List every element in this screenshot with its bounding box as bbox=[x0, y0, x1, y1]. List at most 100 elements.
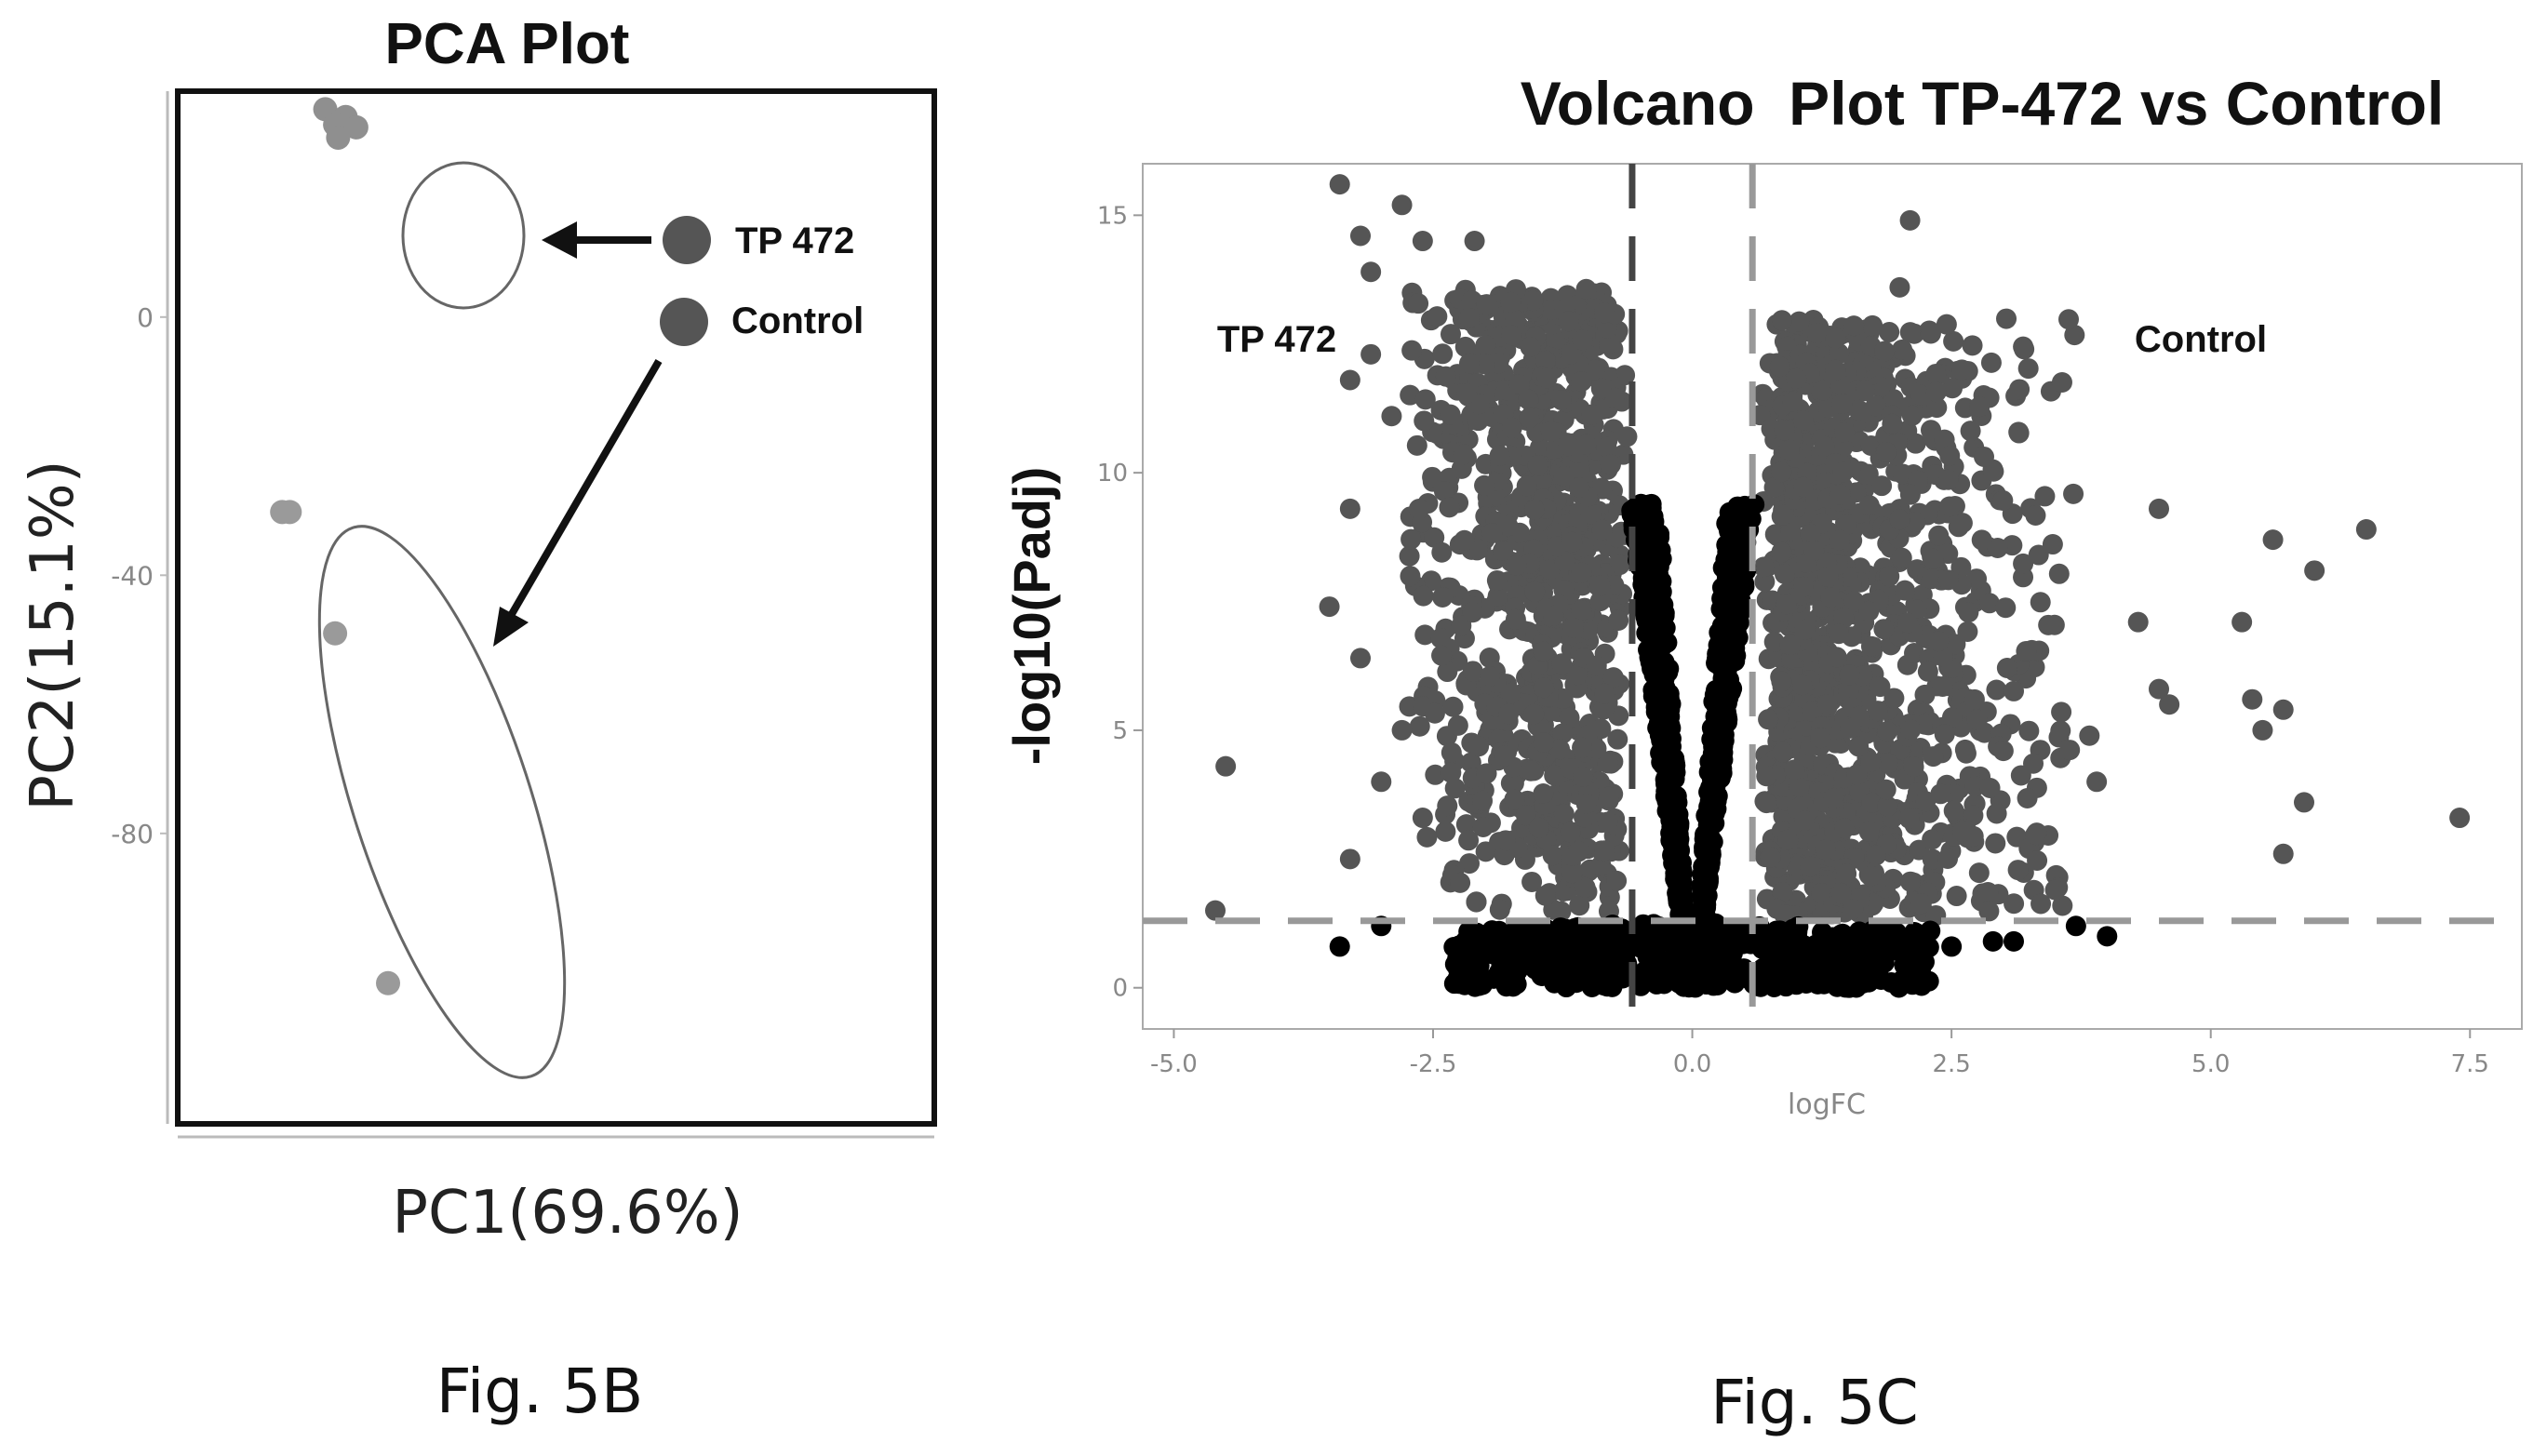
volcano-point-significant bbox=[1391, 194, 1413, 216]
volcano-point-significant bbox=[1828, 623, 1849, 645]
volcano-point-significant bbox=[1594, 302, 1615, 324]
volcano-point-significant bbox=[1542, 845, 1563, 866]
volcano-point-significant bbox=[1476, 294, 1497, 315]
volcano-point-significant bbox=[2304, 560, 2325, 581]
volcano-point-significant bbox=[1602, 667, 1624, 688]
volcano-point-significant bbox=[1833, 608, 1855, 629]
volcano-point-significant bbox=[1794, 619, 1816, 640]
volcano-point-nonsignificant bbox=[1918, 937, 1939, 958]
pca-point bbox=[323, 621, 348, 646]
volcano-frame bbox=[1142, 163, 2523, 1030]
volcano-point-significant bbox=[1408, 293, 1429, 314]
volcano-point-significant bbox=[1594, 840, 1615, 862]
legend-marker-control bbox=[660, 298, 708, 346]
volcano-y-axis-label: -log10(Padj) bbox=[1002, 467, 1061, 765]
volcano-point-significant bbox=[1753, 556, 1775, 578]
volcano-point-significant bbox=[1501, 325, 1522, 346]
volcano-point-significant bbox=[1521, 871, 1543, 892]
volcano-point-significant bbox=[2013, 553, 2034, 574]
volcano-point-significant bbox=[1815, 839, 1836, 861]
arrow-to-control bbox=[508, 358, 663, 617]
volcano-point-significant bbox=[1843, 315, 1865, 337]
volcano-point-significant bbox=[1591, 519, 1613, 541]
volcano-point-nonsignificant bbox=[1591, 930, 1613, 952]
volcano-point-significant bbox=[2016, 640, 2037, 661]
volcano-annotation-control: Control bbox=[2135, 319, 2267, 360]
volcano-point-significant bbox=[1839, 664, 1860, 686]
pca-y-axis-label: PC2(15.1%) bbox=[19, 460, 87, 810]
volcano-point-nonsignificant bbox=[1672, 933, 1694, 955]
volcano-point-significant bbox=[1447, 715, 1468, 736]
volcano-point-significant bbox=[1891, 547, 1912, 568]
volcano-point-significant bbox=[1778, 439, 1800, 461]
volcano-point-significant bbox=[1506, 554, 1527, 576]
volcano-point-significant bbox=[1413, 585, 1434, 607]
volcano-point-nonsignificant bbox=[1744, 494, 1765, 515]
volcano-point-significant bbox=[1553, 465, 1575, 487]
volcano-point-significant bbox=[1561, 862, 1583, 884]
volcano-point-significant bbox=[1992, 741, 2014, 762]
pca-point bbox=[343, 114, 369, 140]
volcano-point-significant bbox=[2159, 694, 2180, 715]
volcano-point-significant bbox=[2355, 519, 2377, 541]
volcano-point-significant bbox=[1966, 709, 1988, 730]
volcano-point-significant bbox=[1917, 661, 1938, 682]
volcano-point-significant bbox=[1519, 407, 1540, 429]
volcano-point-significant bbox=[1840, 717, 1861, 739]
volcano-point-significant bbox=[1581, 404, 1602, 425]
volcano-point-significant bbox=[1472, 816, 1494, 837]
volcano-point-significant bbox=[1950, 556, 1972, 578]
volcano-point-significant bbox=[1969, 396, 1990, 418]
volcano-point-nonsignificant bbox=[1632, 970, 1654, 992]
volcano-point-significant bbox=[1568, 841, 1589, 862]
volcano-point-significant bbox=[1454, 336, 1476, 357]
volcano-point-significant bbox=[1433, 481, 1454, 502]
volcano-point-significant bbox=[1481, 523, 1503, 544]
volcano-point-significant bbox=[1899, 484, 1921, 505]
volcano-point-significant bbox=[1569, 895, 1590, 916]
volcano-point-nonsignificant bbox=[2097, 926, 2118, 947]
volcano-point-significant bbox=[1825, 359, 1846, 381]
volcano-y-tick-label: 10 bbox=[1097, 460, 1128, 488]
volcano-point-significant bbox=[1528, 817, 1549, 838]
volcano-point-significant bbox=[1920, 323, 1941, 344]
volcano-point-significant bbox=[1561, 343, 1582, 365]
volcano-point-significant bbox=[2063, 483, 2084, 504]
volcano-point-nonsignificant bbox=[1665, 808, 1686, 829]
volcano-point-significant bbox=[2058, 309, 2080, 330]
volcano-point-significant bbox=[1599, 333, 1620, 354]
volcano-point-significant bbox=[1937, 848, 1959, 870]
volcano-point-significant bbox=[1784, 759, 1805, 781]
volcano-point-significant bbox=[1780, 520, 1802, 541]
volcano-point-significant bbox=[1892, 339, 1913, 360]
volcano-point-significant bbox=[1846, 764, 1868, 785]
volcano-point-significant bbox=[1501, 417, 1522, 438]
volcano-point-significant bbox=[1500, 291, 1521, 313]
volcano-point-nonsignificant bbox=[1651, 650, 1672, 672]
volcano-point-significant bbox=[1925, 904, 1947, 926]
volcano-point-significant bbox=[1475, 841, 1496, 862]
volcano-point-significant bbox=[1946, 886, 1967, 907]
volcano-point-significant bbox=[2044, 879, 2066, 901]
volcano-point-significant bbox=[1773, 504, 1794, 526]
volcano-point-nonsignificant bbox=[1650, 675, 1671, 696]
volcano-point-significant bbox=[1889, 509, 1910, 530]
volcano-point-significant bbox=[1829, 342, 1850, 364]
volcano-point-significant bbox=[1794, 810, 1816, 832]
volcano-point-nonsignificant bbox=[2004, 930, 2024, 952]
volcano-point-significant bbox=[1431, 541, 1453, 563]
volcano-thresholds bbox=[1143, 164, 2522, 1029]
volcano-point-significant bbox=[1572, 329, 1593, 351]
volcano-point-significant bbox=[1421, 570, 1442, 592]
volcano-point-significant bbox=[1923, 548, 1944, 569]
volcano-point-significant bbox=[1401, 528, 1422, 550]
volcano-point-nonsignificant bbox=[1890, 974, 1911, 995]
volcano-point-significant bbox=[1505, 608, 1526, 630]
volcano-point-significant bbox=[1771, 671, 1792, 692]
volcano-point-significant bbox=[1791, 675, 1813, 696]
volcano-point-significant bbox=[1971, 529, 1992, 551]
pca-title: PCA Plot bbox=[385, 12, 630, 76]
volcano-point-significant bbox=[1524, 499, 1546, 520]
volcano-point-significant bbox=[1586, 655, 1607, 676]
volcano-x-tick-label: 5.0 bbox=[2191, 1050, 2230, 1078]
